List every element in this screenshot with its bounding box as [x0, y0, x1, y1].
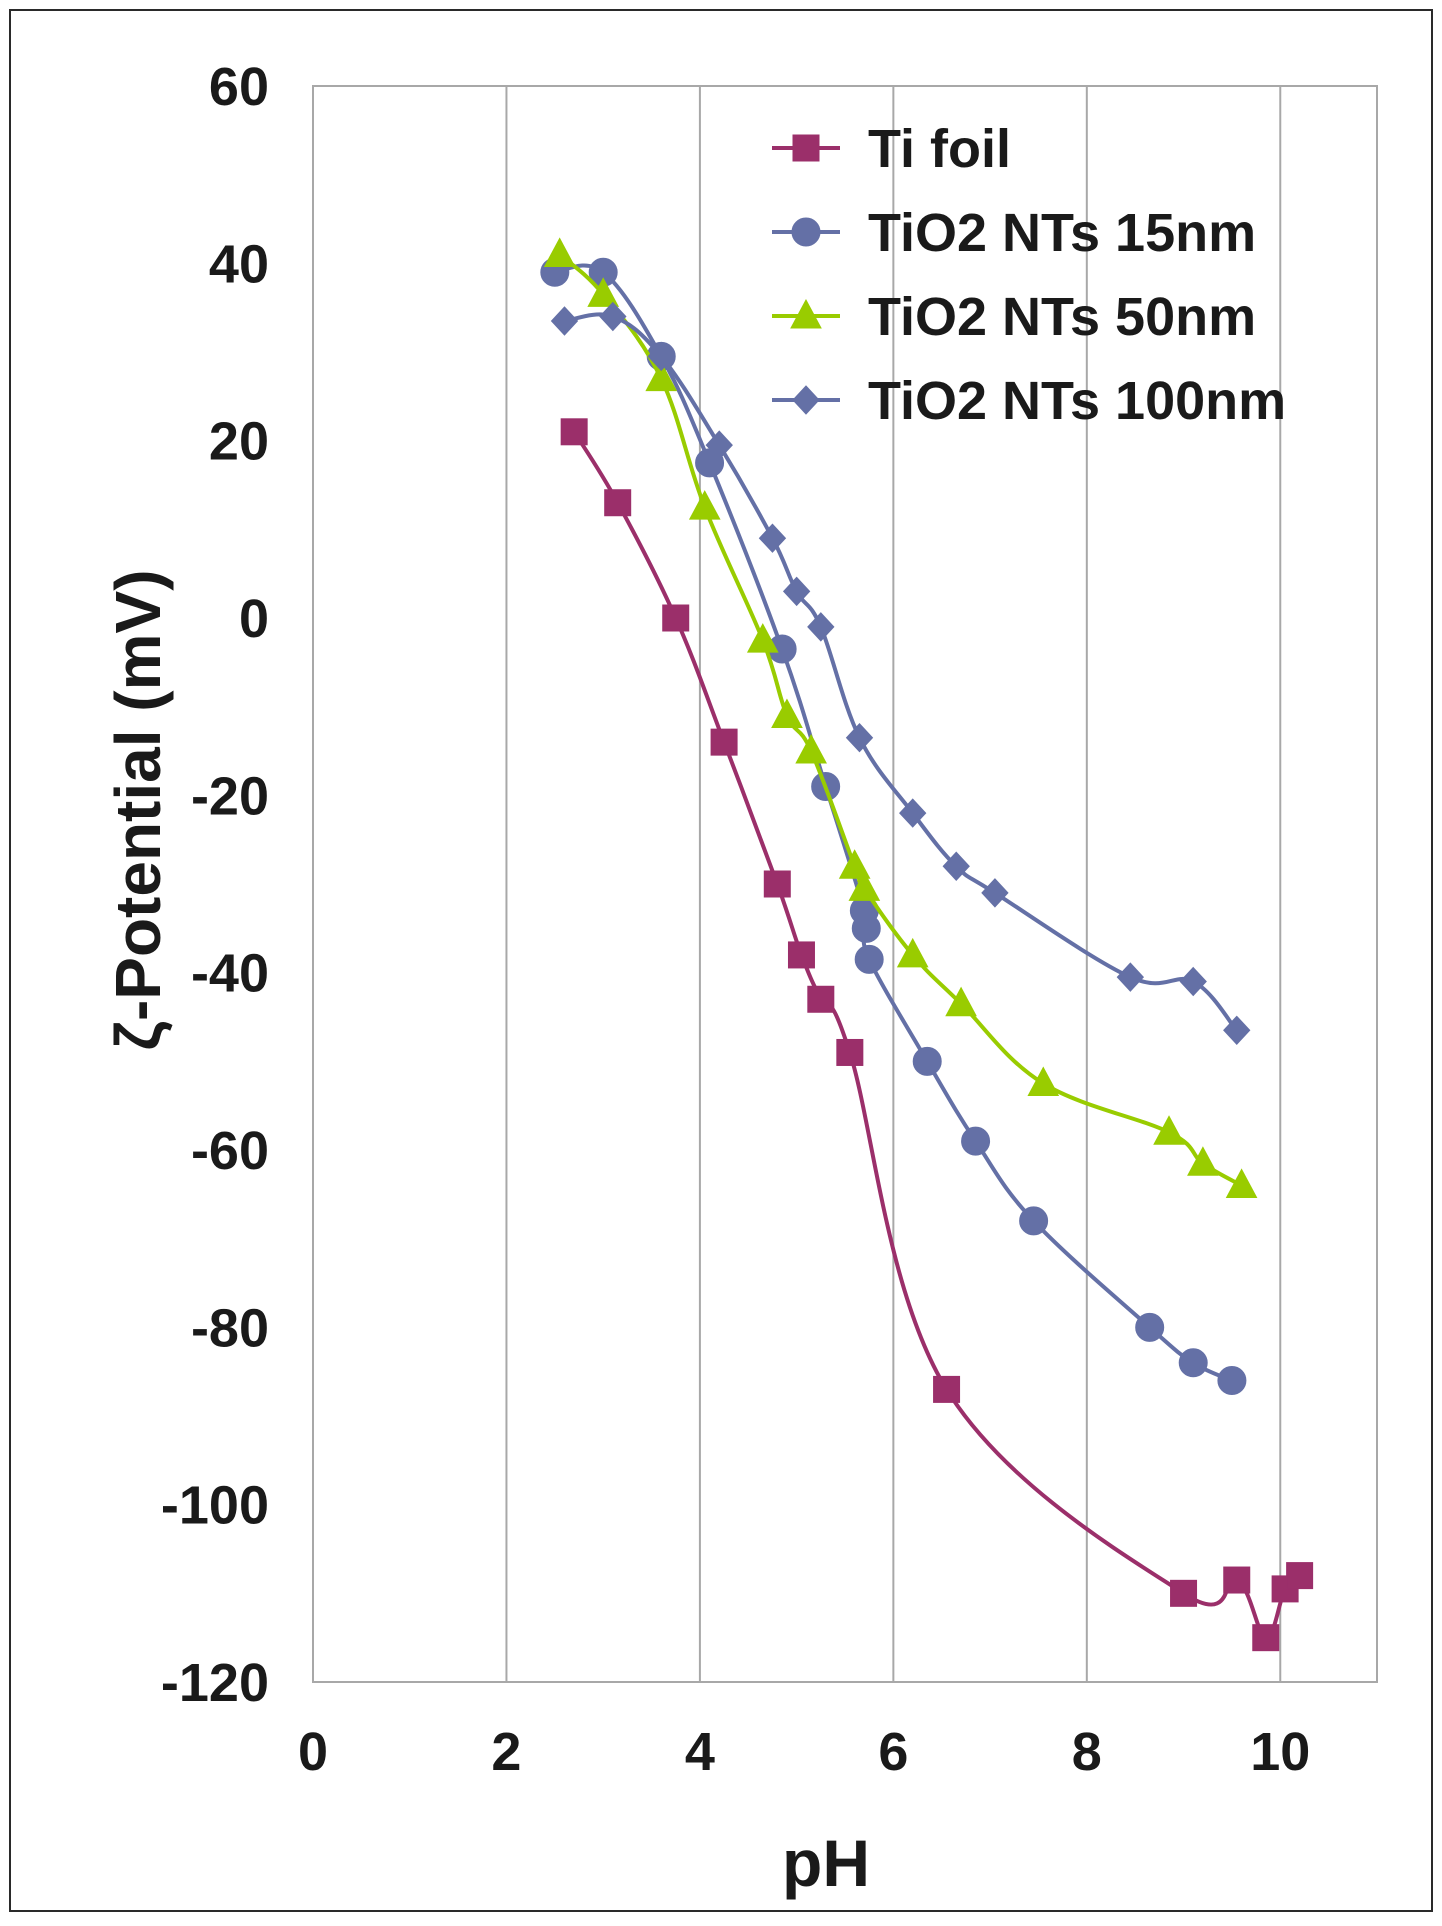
series-0-point-9 — [1170, 1579, 1198, 1607]
series-1-point-13 — [1178, 1348, 1208, 1378]
grid-layer — [505, 86, 1282, 1682]
series-3 — [550, 301, 1251, 1046]
series-2-point-14 — [1225, 1168, 1258, 1198]
series-0-point-5 — [787, 941, 815, 969]
y-tick-label-5: -40 — [191, 944, 269, 1004]
legend-label-0: Ti foil — [868, 119, 1011, 179]
x-tick-label-3: 6 — [878, 1722, 908, 1782]
series-0-point-13 — [1286, 1562, 1314, 1590]
series-3-point-8 — [899, 798, 927, 828]
series-3-point-2 — [647, 341, 675, 372]
series-1-point-7 — [851, 913, 881, 943]
series-2-point-1 — [587, 277, 620, 307]
series-0-point-7 — [836, 1038, 864, 1066]
legend-marker-0 — [792, 134, 820, 162]
series-3-point-13 — [1223, 1015, 1251, 1046]
series-0-point-1 — [604, 489, 632, 517]
x-tick-label-4: 8 — [1072, 1722, 1102, 1782]
x-tick-label-5: 10 — [1250, 1722, 1310, 1782]
y-tick-label-4: -20 — [191, 766, 269, 826]
x-tick-label-1: 2 — [491, 1722, 521, 1782]
series-1-point-8 — [854, 944, 884, 974]
series-3-point-5 — [782, 576, 811, 607]
legend-label-2: TiO2 NTs 50nm — [868, 287, 1256, 347]
y-axis-title: ζ-Potential (mV) — [102, 569, 174, 1050]
series-2-point-3 — [688, 490, 721, 520]
y-tick-label-1: 40 — [209, 234, 269, 294]
x-tick-label-2: 4 — [685, 1722, 715, 1782]
series-2-point-4 — [746, 623, 779, 653]
tick-labels: 0 2 4 6 8 10 60 40 20 0 -20 -40 -60 -80 -100 -120 — [161, 57, 1310, 1782]
x-axis-title: pH — [782, 1826, 870, 1900]
series-1 — [540, 257, 1247, 1396]
series-2-point-5 — [771, 698, 803, 729]
series-line-3 — [564, 312, 1239, 1032]
y-tick-label-2: 20 — [209, 412, 269, 472]
series-0-point-4 — [763, 870, 791, 898]
x-tick-label-0: 0 — [298, 1722, 328, 1782]
series-2-point-11 — [1027, 1066, 1060, 1096]
series-0-point-0 — [560, 418, 588, 446]
series-3-point-12 — [1179, 966, 1207, 997]
y-tick-label-8: -100 — [161, 1476, 269, 1536]
series-2-point-12 — [1153, 1115, 1185, 1145]
series-2-point-2 — [645, 361, 678, 392]
series-3-point-7 — [845, 722, 874, 753]
series-3-point-0 — [550, 306, 579, 336]
series-3-point-9 — [942, 851, 970, 882]
series-3-point-3 — [705, 430, 733, 460]
series-layer — [540, 237, 1314, 1652]
legend-item-2: TiO2 NTs 50nm — [772, 287, 1256, 347]
y-tick-label-0: 60 — [209, 57, 269, 117]
legend-item-3: TiO2 NTs 100nm — [772, 371, 1286, 431]
series-1-point-14 — [1217, 1366, 1247, 1396]
series-2-point-13 — [1187, 1146, 1219, 1176]
legend-marker-1 — [791, 217, 821, 247]
series-0-point-10 — [1223, 1566, 1251, 1594]
series-0-point-8 — [933, 1375, 961, 1403]
y-tick-label-7: -80 — [191, 1298, 269, 1358]
series-1-point-11 — [1019, 1206, 1049, 1236]
plot-area-frame — [312, 85, 1378, 1683]
axes-layer — [312, 85, 1378, 1683]
series-2-point-7 — [838, 849, 871, 879]
series-3-point-10 — [981, 878, 1009, 908]
series-0-point-3 — [710, 728, 738, 756]
legend-marker-3 — [792, 385, 820, 415]
legend-label-1: TiO2 NTs 15nm — [868, 203, 1256, 263]
legend-item-1: TiO2 NTs 15nm — [772, 203, 1256, 263]
y-tick-label-6: -60 — [191, 1121, 269, 1181]
legend: Ti foil TiO2 NTs 15nm TiO2 NTs 50nm TiO2 NT… — [772, 119, 1286, 431]
series-2 — [543, 237, 1258, 1198]
series-2-point-6 — [795, 733, 827, 764]
series-2-point-9 — [896, 937, 929, 968]
series-2-point-10 — [945, 986, 977, 1017]
series-1-point-12 — [1135, 1312, 1165, 1342]
series-1-point-9 — [912, 1046, 942, 1076]
series-0-point-11 — [1252, 1624, 1280, 1652]
legend-label-3: TiO2 NTs 100nm — [868, 371, 1286, 431]
series-3-point-4 — [758, 523, 787, 553]
series-0-point-6 — [807, 985, 835, 1013]
legend-marker-2 — [790, 298, 822, 329]
series-line-2 — [558, 252, 1243, 1188]
series-2-point-8 — [848, 871, 881, 901]
series-3-point-1 — [599, 301, 627, 332]
series-0 — [560, 418, 1314, 1652]
y-tick-label-3: 0 — [239, 589, 269, 649]
y-tick-label-9: -120 — [161, 1653, 269, 1713]
series-1-point-10 — [961, 1126, 991, 1156]
series-3-point-6 — [807, 612, 835, 642]
series-3-point-11 — [1116, 962, 1145, 992]
series-0-point-2 — [662, 604, 690, 632]
series-2-point-0 — [543, 237, 576, 267]
legend-item-0: Ti foil — [772, 119, 1011, 179]
